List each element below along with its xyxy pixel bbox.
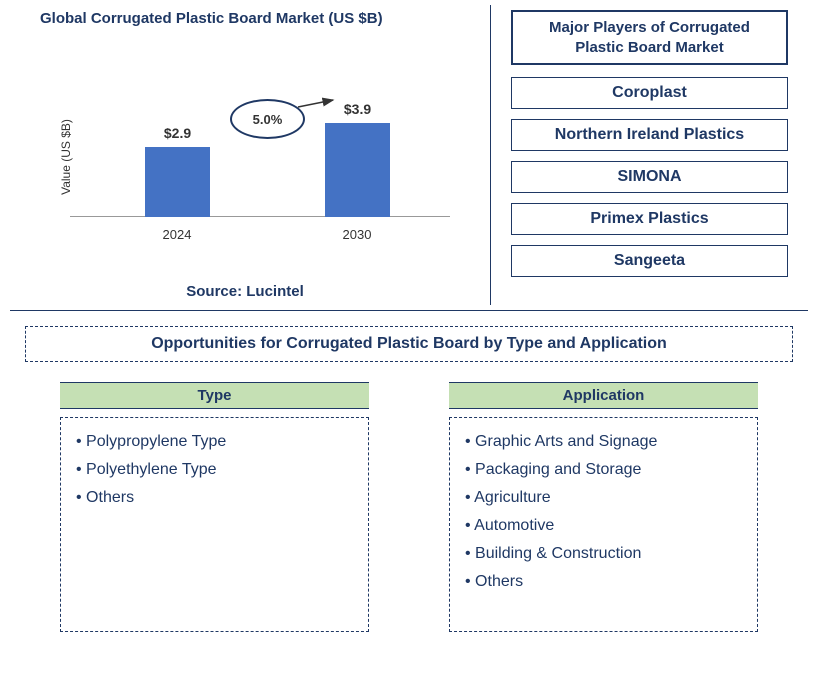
column-box: Graphic Arts and SignagePackaging and St… bbox=[449, 417, 758, 632]
opportunity-column: Application Graphic Arts and SignagePacka… bbox=[449, 382, 758, 632]
list-item: Automotive bbox=[465, 512, 742, 540]
opportunities-columns: TypePolypropylene TypePolyethylene TypeO… bbox=[0, 382, 818, 632]
list-item: Others bbox=[76, 484, 353, 512]
growth-arrow-icon bbox=[50, 57, 480, 257]
chart-bar: $2.9 bbox=[145, 147, 210, 217]
player-box: SIMONA bbox=[511, 161, 788, 193]
player-box: Primex Plastics bbox=[511, 203, 788, 235]
opportunities-header: Opportunities for Corrugated Plastic Boa… bbox=[25, 326, 793, 362]
bar-value-label: $2.9 bbox=[164, 125, 191, 141]
column-header: Type bbox=[60, 382, 369, 409]
player-box: Sangeeta bbox=[511, 245, 788, 277]
bar-x-label: 2024 bbox=[163, 227, 192, 242]
top-row: Global Corrugated Plastic Board Market (… bbox=[0, 0, 818, 310]
list-item: Polyethylene Type bbox=[76, 456, 353, 484]
list-item: Others bbox=[465, 568, 742, 596]
x-axis-line bbox=[70, 216, 450, 217]
bar-x-label: 2030 bbox=[343, 227, 372, 242]
chart-panel: Global Corrugated Plastic Board Market (… bbox=[0, 0, 490, 310]
player-box: Coroplast bbox=[511, 77, 788, 109]
players-panel: Major Players of Corrugated Plastic Boar… bbox=[491, 0, 818, 310]
y-axis-label: Value (US $B) bbox=[59, 119, 73, 195]
growth-rate-text: 5.0% bbox=[253, 112, 283, 127]
chart-bar: $3.9 bbox=[325, 123, 390, 217]
list-item: Building & Construction bbox=[465, 540, 742, 568]
opportunity-column: Type Polypropylene TypePolyethylene TypeO… bbox=[60, 382, 369, 632]
column-box: Polypropylene TypePolyethylene TypeOther… bbox=[60, 417, 369, 632]
chart-title: Global Corrugated Plastic Board Market (… bbox=[40, 10, 490, 27]
horizontal-divider bbox=[10, 310, 808, 311]
column-header: Application bbox=[449, 382, 758, 409]
list-item: Polypropylene Type bbox=[76, 428, 353, 456]
growth-rate-ellipse: 5.0% bbox=[230, 99, 305, 139]
bar-value-label: $3.9 bbox=[344, 101, 371, 117]
list-item: Agriculture bbox=[465, 484, 742, 512]
players-header: Major Players of Corrugated Plastic Boar… bbox=[511, 10, 788, 65]
list-item: Packaging and Storage bbox=[465, 456, 742, 484]
list-item: Graphic Arts and Signage bbox=[465, 428, 742, 456]
bar-chart: Value (US $B) $2.9 2024 $3.9 2030 5.0% bbox=[50, 57, 480, 257]
player-box: Northern Ireland Plastics bbox=[511, 119, 788, 151]
source-text: Source: Lucintel bbox=[186, 283, 304, 300]
